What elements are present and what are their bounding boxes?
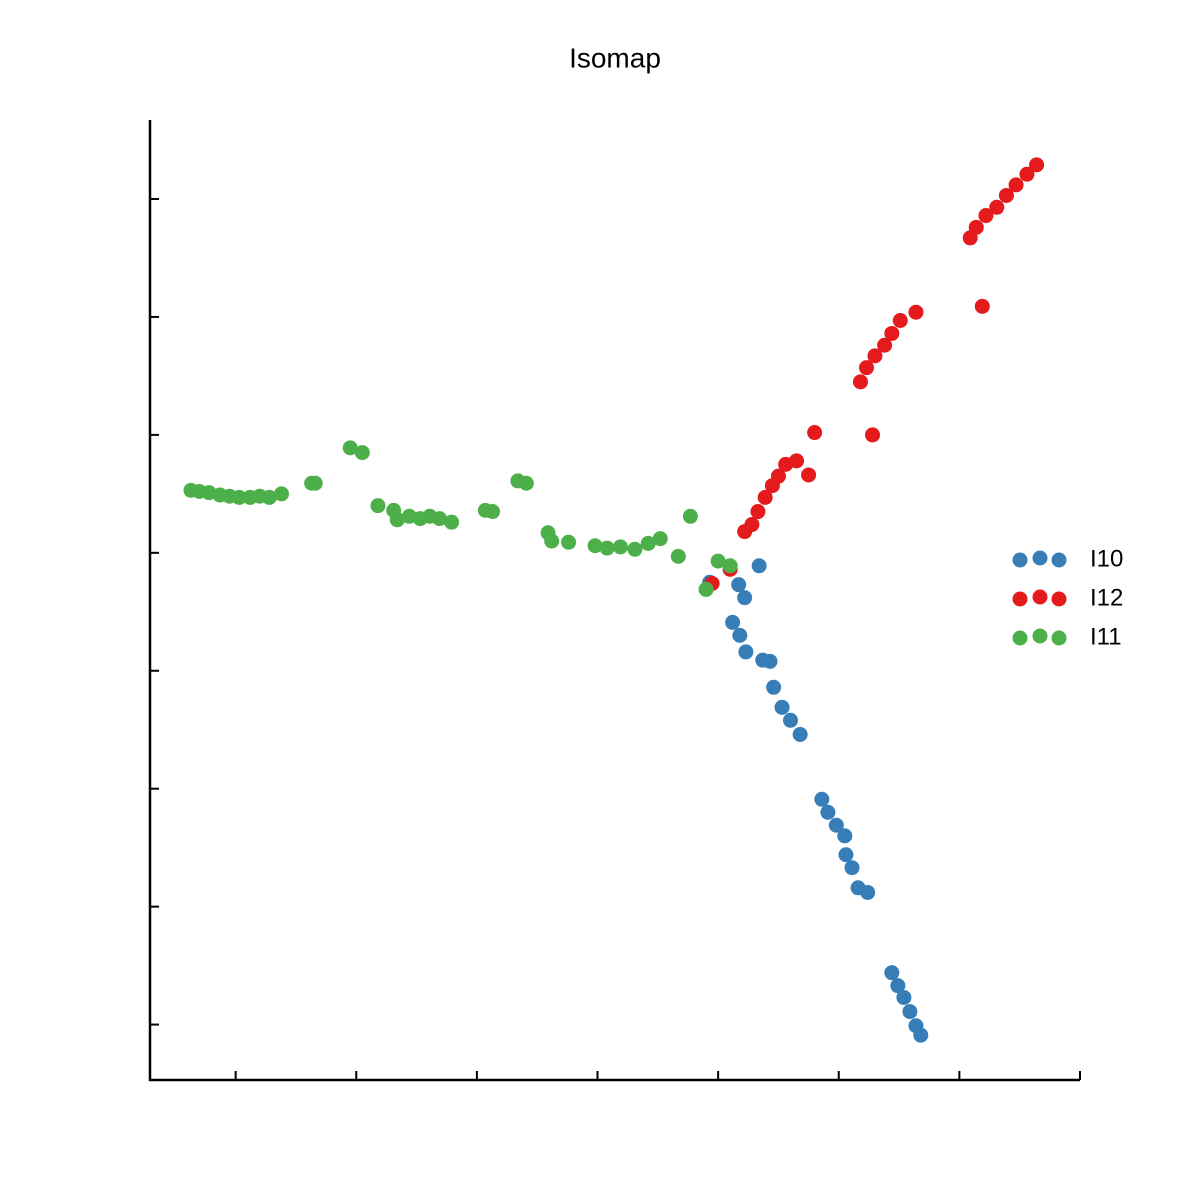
point xyxy=(766,679,782,695)
chart-title: Isomap xyxy=(569,42,661,73)
point xyxy=(757,489,773,505)
point xyxy=(731,577,747,593)
point xyxy=(892,312,908,328)
point xyxy=(485,504,501,520)
point xyxy=(544,533,560,549)
point xyxy=(837,828,853,844)
point xyxy=(627,541,643,557)
point xyxy=(612,539,628,555)
point xyxy=(518,475,534,491)
point xyxy=(1019,166,1035,182)
point xyxy=(896,989,912,1005)
point xyxy=(770,468,786,484)
point xyxy=(858,360,874,376)
point xyxy=(354,445,370,461)
legend-marker xyxy=(1012,552,1028,568)
point xyxy=(860,884,876,900)
legend-marker xyxy=(1051,552,1067,568)
point xyxy=(738,644,754,660)
point xyxy=(342,440,358,456)
point xyxy=(789,453,805,469)
point xyxy=(801,467,817,483)
point xyxy=(844,860,860,876)
point xyxy=(599,540,615,556)
point xyxy=(814,791,830,807)
point xyxy=(783,712,799,728)
point xyxy=(744,517,760,533)
point xyxy=(750,504,766,520)
point xyxy=(751,558,767,574)
point xyxy=(652,531,668,547)
point xyxy=(698,581,714,597)
point xyxy=(640,535,656,551)
point xyxy=(722,558,738,574)
legend-marker xyxy=(1051,630,1067,646)
point xyxy=(587,538,603,554)
legend-marker xyxy=(1032,589,1048,605)
legend-marker xyxy=(1032,628,1048,644)
point xyxy=(852,374,868,390)
point xyxy=(682,508,698,524)
point xyxy=(865,427,881,443)
legend-marker xyxy=(1012,591,1028,607)
point xyxy=(913,1027,929,1043)
point xyxy=(828,817,844,833)
point xyxy=(867,348,883,364)
point xyxy=(370,498,386,514)
point xyxy=(261,489,277,505)
point xyxy=(307,475,323,491)
legend-label: I12 xyxy=(1090,584,1123,611)
point xyxy=(710,553,726,569)
point xyxy=(561,534,577,550)
point xyxy=(725,614,741,630)
legend-label: I11 xyxy=(1090,623,1122,650)
point xyxy=(774,699,790,715)
point xyxy=(884,325,900,341)
point xyxy=(877,337,893,353)
legend-marker xyxy=(1032,550,1048,566)
point xyxy=(273,486,289,502)
point xyxy=(989,199,1005,215)
legend-label: I10 xyxy=(1090,545,1123,572)
point xyxy=(884,965,900,981)
point xyxy=(792,726,808,742)
point xyxy=(974,298,990,314)
point xyxy=(389,512,405,528)
point xyxy=(838,847,854,863)
point xyxy=(902,1004,918,1020)
point xyxy=(807,425,823,441)
point xyxy=(431,511,447,527)
point xyxy=(1008,177,1024,193)
point xyxy=(231,489,247,505)
point xyxy=(732,627,748,643)
point xyxy=(968,219,984,235)
point xyxy=(737,590,753,606)
point xyxy=(890,978,906,994)
point xyxy=(998,187,1014,203)
point xyxy=(444,514,460,530)
point xyxy=(978,208,994,224)
point xyxy=(820,804,836,820)
legend-marker xyxy=(1012,630,1028,646)
point xyxy=(670,548,686,564)
point xyxy=(762,653,778,669)
legend-marker xyxy=(1051,591,1067,607)
point xyxy=(908,304,924,320)
point xyxy=(1029,157,1045,173)
